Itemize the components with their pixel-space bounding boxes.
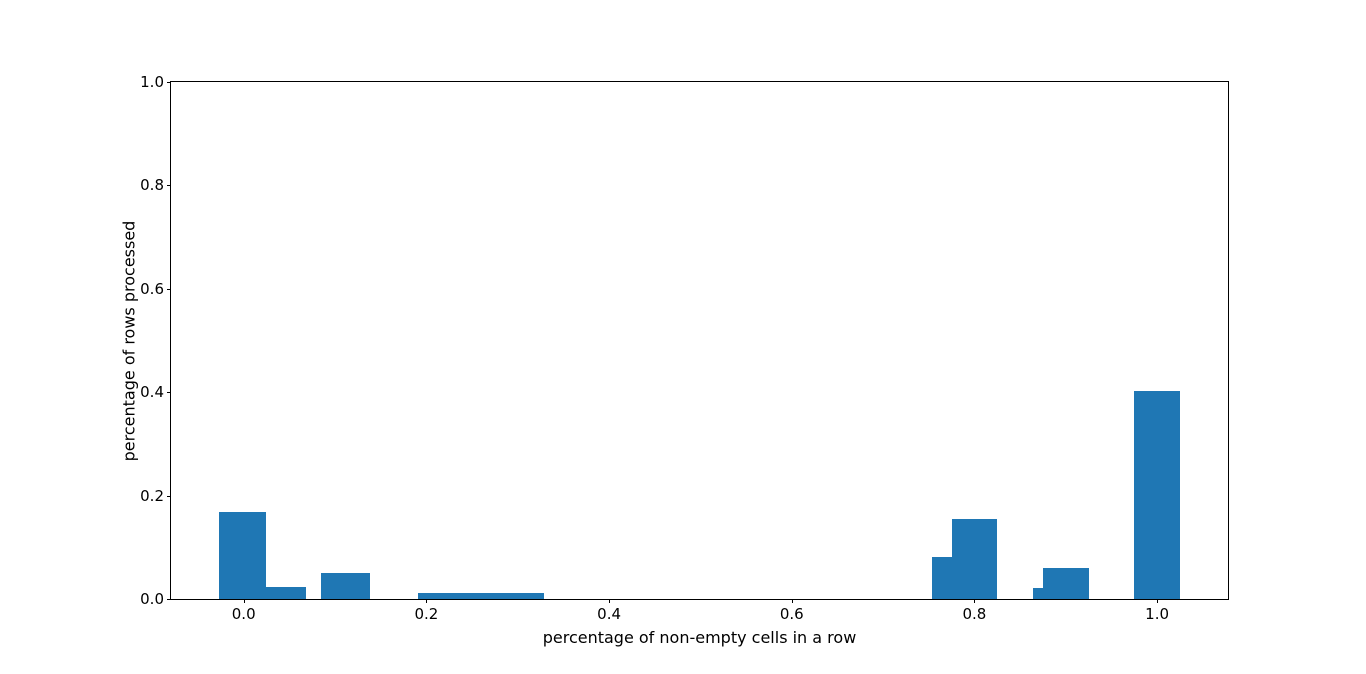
x-tick-label: 0.4 xyxy=(597,605,622,623)
x-axis-label: percentage of non-empty cells in a row xyxy=(542,628,857,647)
y-tick-mark xyxy=(167,495,171,497)
x-tick-label: 0.8 xyxy=(962,605,987,623)
y-tick-mark xyxy=(167,599,171,600)
y-tick-label: 0.4 xyxy=(140,383,164,402)
histogram-bar xyxy=(1134,390,1180,599)
y-tick-label: 1.0 xyxy=(140,73,164,91)
x-tick-label: 1.0 xyxy=(1145,605,1170,623)
x-tick-mark xyxy=(974,599,976,603)
y-tick-label: 0.0 xyxy=(140,590,164,608)
y-tick-mark xyxy=(167,392,171,394)
histogram-bar xyxy=(265,587,306,599)
y-tick-label: 0.8 xyxy=(140,176,164,195)
y-tick-label: 0.2 xyxy=(140,486,164,505)
x-tick-mark xyxy=(1157,599,1159,603)
y-tick-mark xyxy=(167,82,171,83)
plot-area: 0.0 0.2 0.4 0.6 0.8 1.0 0.0 0.2 0.4 0.6 0.8 1.0 xyxy=(140,73,1229,623)
x-tick-label: 0.6 xyxy=(779,605,804,623)
histogram-bar xyxy=(1032,588,1043,599)
histogram-bar xyxy=(418,593,545,599)
y-tick-mark xyxy=(167,288,171,290)
y-axis-label: percentage of rows processed xyxy=(119,220,139,462)
x-axis-ticks: 0.0 0.2 0.4 0.6 0.8 1.0 xyxy=(171,82,1228,623)
x-tick-mark xyxy=(426,599,428,603)
x-tick-mark xyxy=(791,599,793,603)
x-tick-mark xyxy=(609,599,611,603)
histogram-bar xyxy=(321,573,370,599)
y-axis-ticks: 0.0 0.2 0.4 0.6 0.8 1.0 xyxy=(140,73,1228,608)
y-tick-label: 0.6 xyxy=(140,279,164,298)
y-tick-mark xyxy=(167,185,171,187)
histogram-bar xyxy=(219,512,266,599)
x-tick-mark xyxy=(243,599,245,603)
histogram-bar xyxy=(931,557,952,599)
x-tick-label: 0.0 xyxy=(231,605,256,623)
histogram-bar xyxy=(951,519,998,599)
x-tick-label: 0.2 xyxy=(414,605,439,623)
bars-layer xyxy=(171,82,1228,599)
histogram-bar xyxy=(1042,568,1089,599)
